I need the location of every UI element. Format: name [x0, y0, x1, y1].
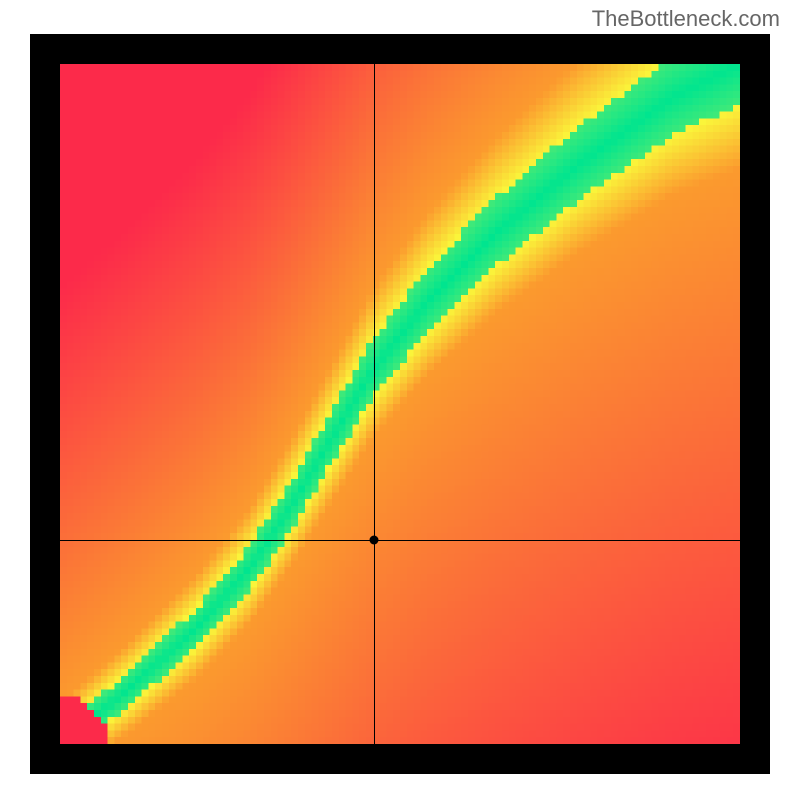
chart-container: TheBottleneck.com: [0, 0, 800, 800]
marker-dot: [370, 536, 379, 545]
crosshair-horizontal: [60, 540, 740, 541]
watermark-text: TheBottleneck.com: [592, 6, 780, 32]
chart-plot-area: [60, 64, 740, 744]
crosshair-vertical: [374, 64, 375, 744]
heatmap-canvas: [60, 64, 740, 744]
chart-frame: [30, 34, 770, 774]
